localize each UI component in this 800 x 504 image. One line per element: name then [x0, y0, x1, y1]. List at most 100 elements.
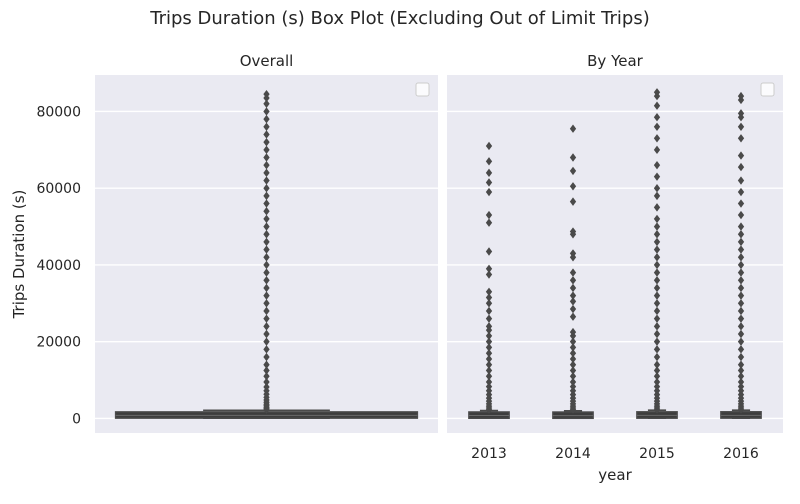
outlier-point [263, 366, 270, 375]
outlier-point [653, 377, 661, 387]
outlier-point [485, 348, 493, 358]
legend-box [415, 82, 430, 97]
outlier-point [737, 345, 745, 354]
outlier-point [485, 270, 493, 279]
outlier-point [569, 354, 577, 364]
outlier-point [569, 327, 577, 337]
outlier-point [263, 291, 270, 300]
outlier-point [653, 306, 661, 316]
outlier-point [263, 145, 270, 155]
outlier-point [569, 166, 577, 176]
outlier-point [653, 101, 661, 110]
outlier-point [485, 372, 493, 381]
outlier-point [263, 329, 270, 339]
outlier-point [653, 366, 661, 375]
outlier-point [653, 386, 661, 395]
box-overall [114, 89, 419, 419]
outlier-point [485, 264, 493, 273]
outlier-point [263, 322, 270, 331]
outlier-point [653, 183, 661, 193]
outlier-point [737, 151, 745, 160]
x-tick-label: 2014 [555, 446, 591, 462]
outlier-point [485, 337, 493, 346]
outlier-point [263, 199, 270, 208]
outlier-point [485, 377, 493, 387]
outlier-point [737, 260, 745, 270]
outlier-point [263, 360, 270, 369]
outlier-point [653, 237, 661, 247]
outlier-point [263, 268, 270, 277]
outlier-point [737, 134, 745, 143]
outlier-point [485, 210, 493, 220]
outlier-point [737, 91, 745, 101]
outlier-point [737, 382, 745, 391]
outlier-point [263, 122, 270, 132]
panel-0: 0 20000 40000 60000 80000 Trips Duration (s) O… [10, 52, 438, 433]
outlier-point [569, 291, 577, 300]
outlier-point [737, 268, 745, 277]
outlier-point [653, 191, 661, 201]
outlier-point [263, 222, 270, 231]
x-axis-label: year [598, 466, 632, 484]
outlier-point [485, 168, 493, 178]
outlier-point [737, 245, 745, 254]
outlier-point [653, 268, 661, 277]
outlier-point [263, 260, 270, 270]
x-tick-label: 2015 [639, 446, 675, 462]
outlier-point [485, 360, 493, 369]
panel-1: By Year 2013 2014 2015 2016 year [447, 52, 783, 484]
box-2016 [720, 91, 762, 419]
outlier-point [653, 337, 661, 346]
outlier-point [737, 337, 745, 346]
outlier-point [737, 360, 745, 369]
panel-title: Overall [240, 52, 294, 70]
outlier-point [485, 386, 493, 395]
outlier-point [653, 299, 661, 308]
outlier-point [263, 372, 270, 381]
y-tick-label: 0 [72, 411, 81, 427]
outlier-point [569, 337, 577, 346]
outlier-point [653, 276, 661, 285]
outlier-point [653, 322, 661, 331]
outlier-point [263, 214, 270, 224]
outlier-point [737, 291, 745, 300]
outlier-point [653, 372, 661, 381]
outlier-point [263, 230, 270, 239]
outlier-point [737, 283, 745, 293]
outlier-point [569, 283, 577, 293]
outlier-point [653, 352, 661, 362]
outlier-point [653, 214, 661, 224]
outlier-point [737, 306, 745, 316]
outlier-point [737, 210, 745, 220]
outlier-point [737, 109, 745, 118]
outlier-point [737, 322, 745, 331]
outlier-point [263, 276, 270, 285]
outlier-point [737, 386, 745, 395]
plot-area [447, 75, 783, 433]
y-tick-label: 20000 [36, 335, 81, 351]
outlier-point [653, 88, 661, 97]
outlier-point [485, 247, 493, 256]
x-tick-label: 2016 [723, 446, 759, 462]
outlier-point [485, 187, 493, 197]
outlier-point [737, 122, 745, 132]
outlier-point [569, 276, 577, 285]
legend-box [760, 82, 775, 97]
outlier-point [653, 382, 661, 391]
outlier-point [485, 314, 493, 323]
outlier-point [569, 382, 577, 391]
outlier-point [263, 89, 270, 99]
box-2015 [636, 88, 678, 419]
outlier-point [737, 372, 745, 381]
outlier-point [485, 178, 493, 187]
outlier-point [263, 207, 270, 216]
y-tick-label: 80000 [36, 104, 81, 120]
outlier-point [737, 237, 745, 247]
outlier-point [569, 153, 577, 162]
outlier-point [737, 352, 745, 362]
outlier-point [263, 382, 270, 392]
outlier-point [485, 287, 493, 296]
outlier-point [653, 260, 661, 270]
outlier-point [569, 360, 577, 369]
